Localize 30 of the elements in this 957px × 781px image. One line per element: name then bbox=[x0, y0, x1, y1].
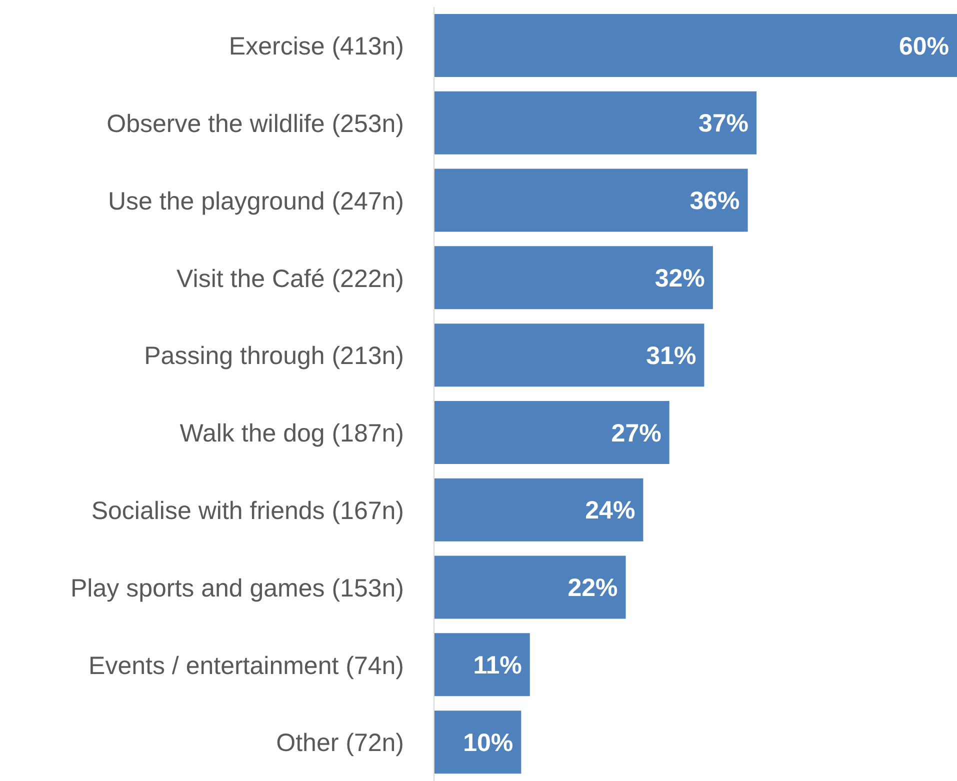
bar bbox=[434, 400, 670, 464]
bar bbox=[434, 710, 522, 774]
y-tick-label: Observe the wildlife (253n) bbox=[106, 110, 404, 138]
data-label: 37% bbox=[698, 110, 749, 138]
bar bbox=[434, 478, 644, 542]
data-label: 31% bbox=[646, 342, 696, 370]
bar bbox=[434, 246, 713, 310]
bar bbox=[434, 168, 748, 232]
y-tick-label: Passing through (213n) bbox=[144, 342, 404, 370]
y-tick-label: Socialise with friends (167n) bbox=[91, 496, 404, 525]
y-tick-label: Use the playground (247n) bbox=[108, 187, 404, 216]
data-label: 60% bbox=[898, 32, 949, 60]
bar bbox=[434, 633, 530, 696]
y-tick-label: Other (72n) bbox=[276, 729, 404, 758]
bar bbox=[434, 556, 626, 619]
bar bbox=[434, 91, 757, 154]
y-tick-label: Walk the dog (187n) bbox=[180, 420, 404, 448]
y-tick-label: Exercise (413n) bbox=[228, 32, 404, 61]
y-tick-label: Events / entertainment (74n) bbox=[88, 652, 404, 680]
data-label: 32% bbox=[654, 264, 705, 293]
data-label: 24% bbox=[585, 496, 636, 525]
data-label: 11% bbox=[473, 652, 522, 680]
y-tick-label: Play sports and games (153n) bbox=[70, 574, 404, 602]
bar bbox=[434, 14, 957, 77]
data-label: 22% bbox=[568, 574, 618, 602]
data-label: 36% bbox=[690, 187, 740, 216]
y-tick-label: Visit the Café (222n) bbox=[176, 264, 404, 293]
data-label: 27% bbox=[611, 419, 662, 448]
data-label: 10% bbox=[463, 728, 514, 757]
bar bbox=[434, 324, 704, 387]
